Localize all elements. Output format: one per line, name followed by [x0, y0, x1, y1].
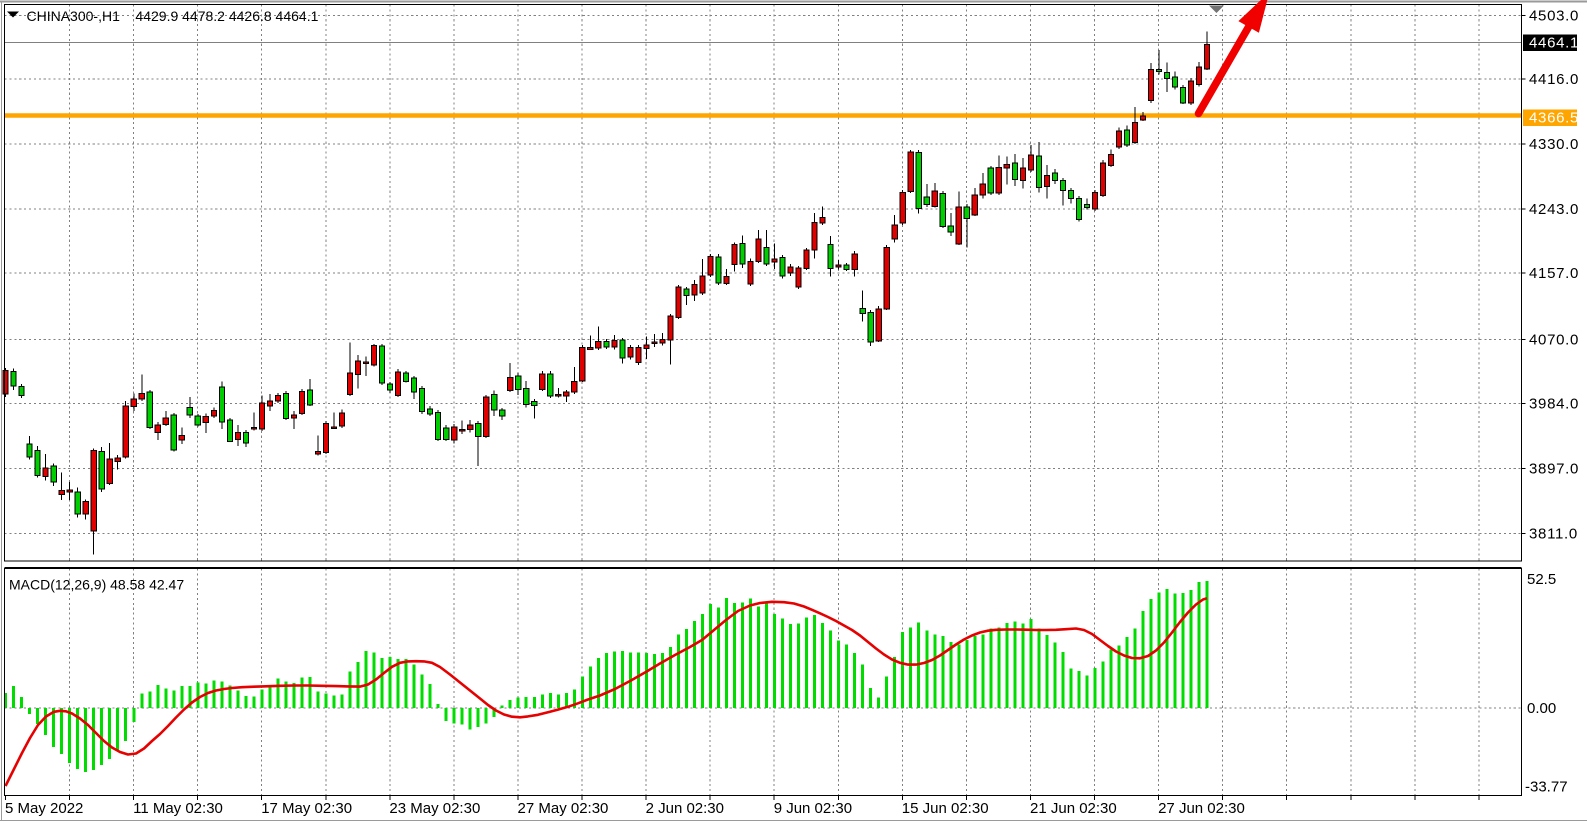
svg-text:3897.0: 3897.0 [1529, 461, 1579, 478]
svg-text:17 May 02:30: 17 May 02:30 [261, 800, 352, 817]
svg-text:4330.0: 4330.0 [1529, 136, 1579, 153]
svg-text:CHINA300-,H1 4429.9 4478.2: CHINA300-,H1 4429.9 4478.2 4426.8 4464.1 [27, 8, 319, 24]
svg-text:5 May 2022: 5 May 2022 [5, 800, 83, 817]
svg-text:4070.0: 4070.0 [1529, 332, 1579, 349]
svg-text:21 Jun 02:30: 21 Jun 02:30 [1030, 800, 1117, 817]
svg-text:MACD(12,26,9) 48.58 42.47: MACD(12,26,9) 48.58 42.47 [9, 577, 184, 593]
svg-text:4503.0: 4503.0 [1529, 8, 1579, 25]
svg-text:3984.0: 3984.0 [1529, 396, 1579, 413]
svg-text:-33.77: -33.77 [1525, 779, 1568, 796]
svg-text:0.00: 0.00 [1527, 700, 1556, 717]
svg-text:4243.0: 4243.0 [1529, 201, 1579, 218]
svg-text:27 May 02:30: 27 May 02:30 [518, 800, 609, 817]
svg-text:9 Jun 02:30: 9 Jun 02:30 [774, 800, 852, 817]
svg-text:2 Jun 02:30: 2 Jun 02:30 [646, 800, 724, 817]
svg-text:4464.1: 4464.1 [1529, 35, 1579, 52]
svg-text:4157.0: 4157.0 [1529, 265, 1579, 282]
svg-text:4366.5: 4366.5 [1529, 110, 1579, 127]
svg-text:4416.0: 4416.0 [1529, 71, 1579, 88]
svg-text:3811.0: 3811.0 [1529, 526, 1578, 543]
svg-text:52.5: 52.5 [1527, 571, 1556, 588]
svg-text:15 Jun 02:30: 15 Jun 02:30 [902, 800, 989, 817]
svg-text:11 May 02:30: 11 May 02:30 [133, 800, 223, 817]
svg-text:27 Jun 02:30: 27 Jun 02:30 [1158, 800, 1245, 817]
svg-text:23 May 02:30: 23 May 02:30 [389, 800, 480, 817]
